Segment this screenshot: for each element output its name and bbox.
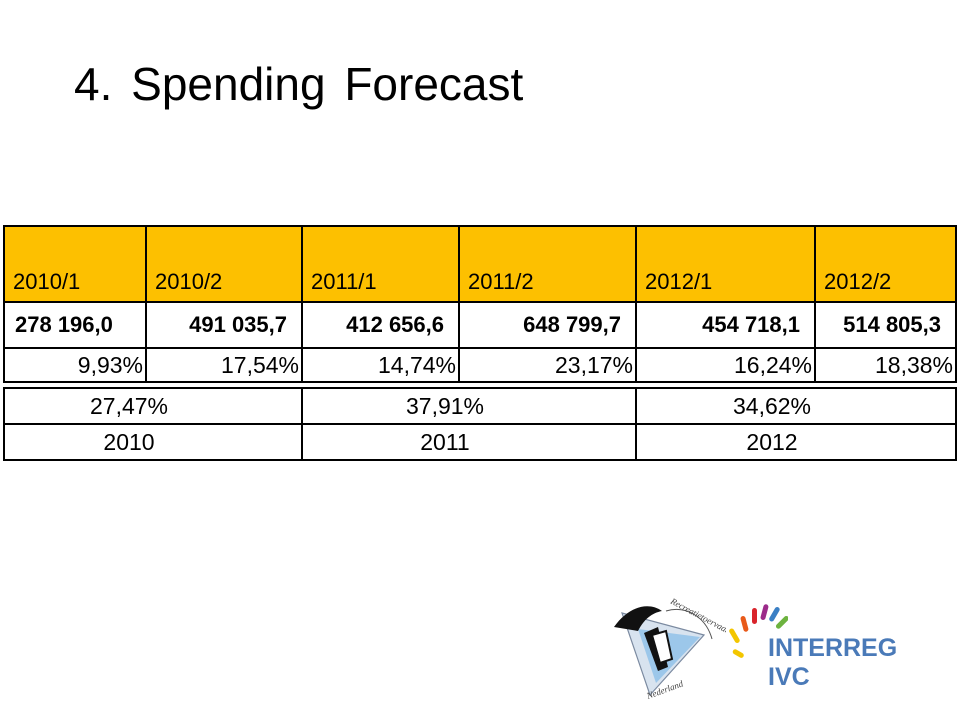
year-percentage-cell: 27,47% — [3, 387, 303, 425]
recreatietoervaart-logo: Recreatietoervaart Nederland — [614, 595, 726, 701]
spending-forecast-table: 2010/1 2010/2 2011/1 2011/2 2012/1 2012/… — [3, 225, 957, 461]
year-percentage-cell: 37,91% — [301, 387, 637, 425]
amount-cell: 514 805,3 — [814, 301, 957, 349]
period-header-cell: 2012/1 — [635, 225, 816, 303]
year-row: 2010 2011 2012 — [3, 423, 957, 461]
year-percentage-cell: 34,62% — [635, 387, 957, 425]
interreg-logo: INTERREG IVC — [728, 598, 933, 691]
amount-row: 278 196,0 491 035,7 412 656,6 648 799,7 … — [3, 301, 957, 349]
year-cell: 2012 — [635, 423, 957, 461]
year-cell: 2011 — [301, 423, 637, 461]
year-percentage-value: 37,91% — [405, 392, 484, 419]
period-header-cell: 2010/2 — [145, 225, 303, 303]
year-value: 2012 — [746, 428, 798, 455]
logo-flag-stripe — [650, 629, 674, 665]
period-header-cell: 2010/1 — [3, 225, 147, 303]
period-percentage-cell: 17,54% — [145, 347, 303, 383]
period-percentage-cell: 9,93% — [3, 347, 147, 383]
year-value: 2010 — [103, 428, 155, 455]
table-spacer-cell — [4, 381, 956, 389]
amount-cell: 278 196,0 — [3, 301, 147, 349]
period-header-row: 2010/1 2010/2 2011/1 2011/2 2012/1 2012/… — [3, 225, 957, 303]
amount-cell: 454 718,1 — [635, 301, 816, 349]
interreg-logo-text: INTERREG IVC — [768, 634, 898, 691]
period-header-cell: 2011/2 — [458, 225, 637, 303]
table-spacer-row — [4, 381, 956, 389]
year-cell: 2010 — [3, 423, 303, 461]
amount-cell: 412 656,6 — [301, 301, 460, 349]
year-percentage-value: 27,47% — [89, 392, 168, 419]
period-header-cell: 2011/1 — [301, 225, 460, 303]
amount-cell: 648 799,7 — [458, 301, 637, 349]
year-percentage-row: 27,47% 37,91% 34,62% — [3, 387, 957, 425]
period-percentage-row: 9,93% 17,54% 14,74% 23,17% 16,24% 18,38% — [3, 347, 957, 383]
interreg-rays-icon — [729, 604, 788, 658]
amount-cell: 491 035,7 — [145, 301, 303, 349]
slide-title: 4. Spending Forecast — [74, 58, 524, 110]
period-percentage-cell: 14,74% — [301, 347, 460, 383]
logo-wing-shape — [614, 606, 662, 631]
period-percentage-cell: 16,24% — [635, 347, 816, 383]
period-header-cell: 2012/2 — [814, 225, 957, 303]
period-percentage-cell: 18,38% — [814, 347, 957, 383]
logo-arc-line — [665, 609, 713, 640]
year-percentage-value: 34,62% — [732, 392, 811, 419]
year-value: 2011 — [420, 428, 470, 455]
period-percentage-cell: 23,17% — [458, 347, 637, 383]
